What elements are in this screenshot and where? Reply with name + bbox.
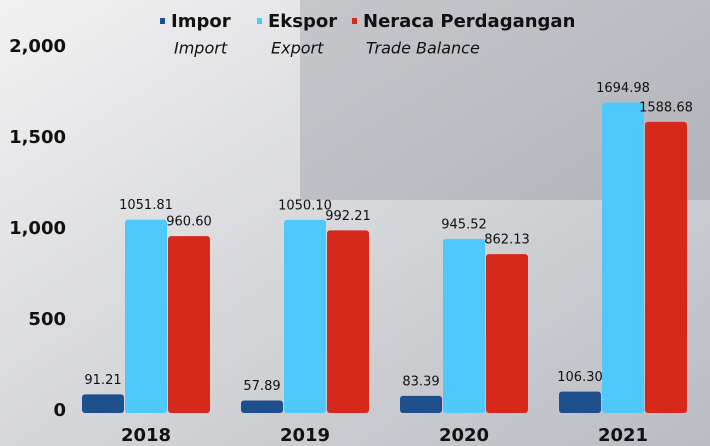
value-label: 91.21 xyxy=(84,373,121,388)
x-tick-label: 2020 xyxy=(439,425,489,446)
y-tick-label: 0 xyxy=(53,400,66,421)
value-label: 1588.68 xyxy=(639,100,693,115)
legend-swatch xyxy=(160,18,165,24)
y-tick-label: 500 xyxy=(28,309,66,330)
legend-sublabel: Trade Balance xyxy=(366,39,480,58)
bar xyxy=(327,230,369,413)
value-label: 992.21 xyxy=(325,209,371,224)
y-tick-label: 1,500 xyxy=(9,127,66,148)
bar xyxy=(602,102,644,413)
y-tick-label: 1,000 xyxy=(9,218,66,239)
legend-label: Ekspor xyxy=(268,11,337,32)
value-label: 945.52 xyxy=(441,217,487,232)
bar xyxy=(400,395,442,413)
y-tick-label: 2,000 xyxy=(9,36,66,57)
bar xyxy=(125,219,167,413)
value-label: 83.39 xyxy=(402,374,439,389)
value-label: 57.89 xyxy=(243,379,280,394)
bar xyxy=(443,238,485,413)
x-tick-label: 2018 xyxy=(121,425,171,446)
legend-swatch xyxy=(257,18,262,24)
value-label: 1694.98 xyxy=(596,81,650,96)
value-label: 106.30 xyxy=(557,370,603,385)
bar xyxy=(559,391,601,413)
bar xyxy=(486,254,528,413)
bar xyxy=(168,236,210,413)
value-label: 1051.81 xyxy=(119,198,173,213)
legend-sublabel: Import xyxy=(174,39,228,58)
legend-sublabel: Export xyxy=(271,39,324,58)
value-label: 1050.10 xyxy=(278,198,332,213)
value-label: 862.13 xyxy=(484,233,530,248)
bar xyxy=(241,400,283,413)
legend-label: Neraca Perdagangan xyxy=(363,11,575,32)
legend-swatch xyxy=(352,18,357,24)
bar xyxy=(645,121,687,414)
bar xyxy=(284,219,326,413)
legend-label: Impor xyxy=(171,11,231,32)
bar xyxy=(82,394,124,413)
x-tick-label: 2019 xyxy=(280,425,330,446)
x-tick-label: 2021 xyxy=(598,425,648,446)
value-label: 960.60 xyxy=(166,215,212,230)
